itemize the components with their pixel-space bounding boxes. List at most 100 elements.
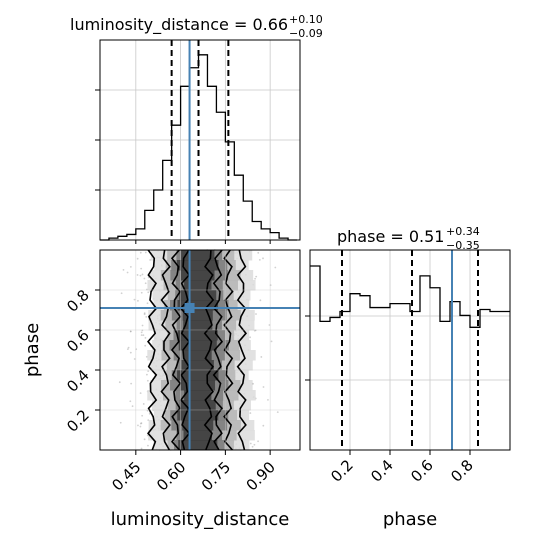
scatter-point [129,400,132,403]
scatter-point [249,336,252,339]
scatter-point [142,403,145,405]
scatter-point [147,291,150,294]
phase-hist-background [310,250,510,450]
scatter-point [254,277,257,280]
phase-ytick-label: 0.2 [63,406,93,436]
phase-ytick-label: 0.8 [63,286,93,316]
lumdist-xtick-label: 0.75 [198,458,234,494]
contour-line [203,249,215,451]
density-cell [177,260,219,271]
density-cell [177,410,219,421]
scatter-point [251,445,254,448]
lumdist-xtick-label: 0.90 [243,458,279,494]
scatter-point [144,344,147,347]
scatter-point [143,312,146,315]
scatter-point [122,269,125,271]
scatter-point [255,275,258,278]
scatter-point [141,414,144,417]
scatter-point [136,274,139,276]
joint-frame [99,249,301,451]
phase-xtick-label: 0.2 [327,456,357,486]
scatter-point [139,274,142,277]
scatter-point [133,358,136,360]
scatter-point [144,251,147,254]
phase-ytick-label: 0.6 [63,326,93,356]
scatter-point [143,277,146,280]
density-cell [183,350,212,361]
scatter-point [146,373,148,376]
density-cell [184,280,212,291]
scatter-point [274,266,277,269]
scatter-point [118,381,121,384]
scatter-point [140,331,143,334]
scatter-point [136,257,139,260]
joint-contours [147,249,247,451]
scatter-point [137,424,139,427]
scatter-point [126,271,129,274]
density-cell [181,270,215,281]
scatter-point [141,273,144,276]
lumdist-title-main: luminosity_distance = 0.66 [70,15,288,35]
scatter-point [262,257,264,260]
scatter-point [119,421,122,424]
scatter-point [147,276,150,279]
density-cell [177,370,219,381]
density-cell [179,400,216,411]
scatter-point [127,346,130,349]
phase-title-minus: −0.35 [446,239,480,252]
scatter-point [145,355,148,358]
contour-line [223,249,234,451]
scatter-point [139,251,142,254]
scatter-point [144,336,147,339]
phase-hist-frame [309,249,511,451]
density-cell [179,290,217,301]
density-cell [183,320,213,331]
contour-line [212,249,224,451]
phase-histogram-line [310,265,510,328]
scatter-point [143,438,146,441]
scatter-point [276,411,279,414]
contour-line [160,249,171,451]
scatter-point [149,259,152,261]
scatter-point [262,386,265,388]
joint-density-shading [147,250,256,451]
scatter-point [140,422,143,424]
lumdist-hist-frame [99,39,301,241]
joint-truth-marker [184,303,195,313]
scatter-point [267,398,269,401]
scatter-point [139,425,142,428]
density-cell [182,420,214,431]
scatter-point [257,440,259,443]
phase-xtick-label: 0.4 [367,456,397,486]
scatter-point [146,379,149,382]
phase-xtick-label: 0.8 [447,456,477,486]
phase-histogram-panel: 0.2 0.4 0.6 0.8 [305,249,511,486]
scatter-point [131,405,134,408]
lumdist-title-minus: −0.09 [289,27,323,40]
scatter-point [120,292,123,295]
scatter-point [143,313,146,316]
scatter-point [129,330,132,333]
scatter-point [249,412,252,414]
scatter-point [270,340,273,343]
lumdist-title: luminosity_distance = 0.66 +0.10 −0.09 [70,13,323,40]
scatter-point [141,324,144,327]
scatter-point [129,330,132,333]
scatter-point [145,316,148,318]
scatter-point [139,392,142,395]
scatter-point [258,258,261,261]
scatter-point [140,334,143,337]
density-cell [182,310,213,321]
density-cell [181,360,214,371]
scatter-point [146,302,149,305]
scatter-point [130,382,133,385]
scatter-point [148,412,151,415]
scatter-point [140,422,142,425]
scatter-point [140,447,143,450]
density-cell [183,430,212,441]
scatter-point [147,444,149,447]
scatter-point [262,424,265,427]
contour-line [179,249,191,451]
phase-title: phase = 0.51 +0.34 −0.35 [337,225,480,252]
